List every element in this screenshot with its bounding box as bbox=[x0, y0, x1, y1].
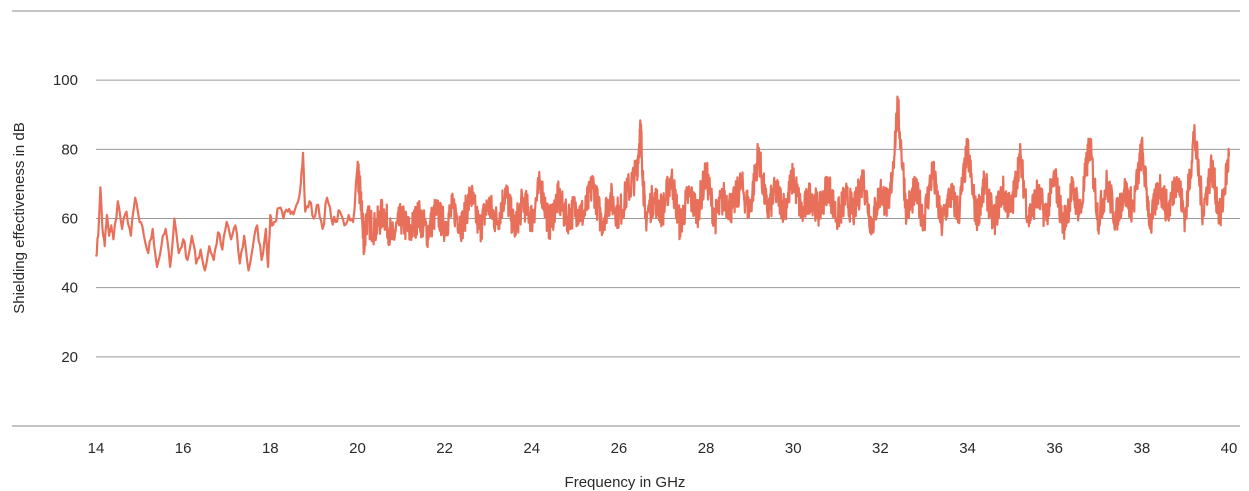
x-tick-labels: 14 16 18 20 22 24 26 28 30 32 34 36 38 40 bbox=[88, 440, 1238, 457]
x-tick-label-20: 20 bbox=[349, 440, 366, 457]
y-tick-labels: 20 40 60 80 100 bbox=[53, 72, 78, 366]
x-tick-label-30: 30 bbox=[785, 440, 802, 457]
gridlines bbox=[96, 79, 1240, 358]
series-line bbox=[94, 95, 1231, 272]
y-tick-label-60: 60 bbox=[61, 211, 78, 228]
x-tick-label-16: 16 bbox=[175, 440, 192, 457]
y-tick-label-100: 100 bbox=[53, 72, 78, 89]
x-tick-label-34: 34 bbox=[959, 440, 976, 457]
x-tick-label-38: 38 bbox=[1134, 440, 1151, 457]
y-tick-label-40: 40 bbox=[61, 280, 78, 297]
x-tick-label-14: 14 bbox=[88, 440, 105, 457]
x-tick-label-24: 24 bbox=[523, 440, 540, 457]
x-tick-label-32: 32 bbox=[872, 440, 889, 457]
x-axis-title: Frequency in GHz bbox=[565, 474, 686, 491]
x-tick-label-18: 18 bbox=[262, 440, 279, 457]
x-tick-label-26: 26 bbox=[611, 440, 628, 457]
x-tick-label-28: 28 bbox=[698, 440, 715, 457]
y-tick-label-20: 20 bbox=[61, 349, 78, 366]
x-tick-label-36: 36 bbox=[1046, 440, 1063, 457]
y-tick-label-80: 80 bbox=[61, 141, 78, 158]
y-axis-title: Shielding effectiveness in dB bbox=[11, 122, 28, 314]
x-tick-label-40: 40 bbox=[1221, 440, 1238, 457]
x-tick-label-22: 22 bbox=[436, 440, 453, 457]
